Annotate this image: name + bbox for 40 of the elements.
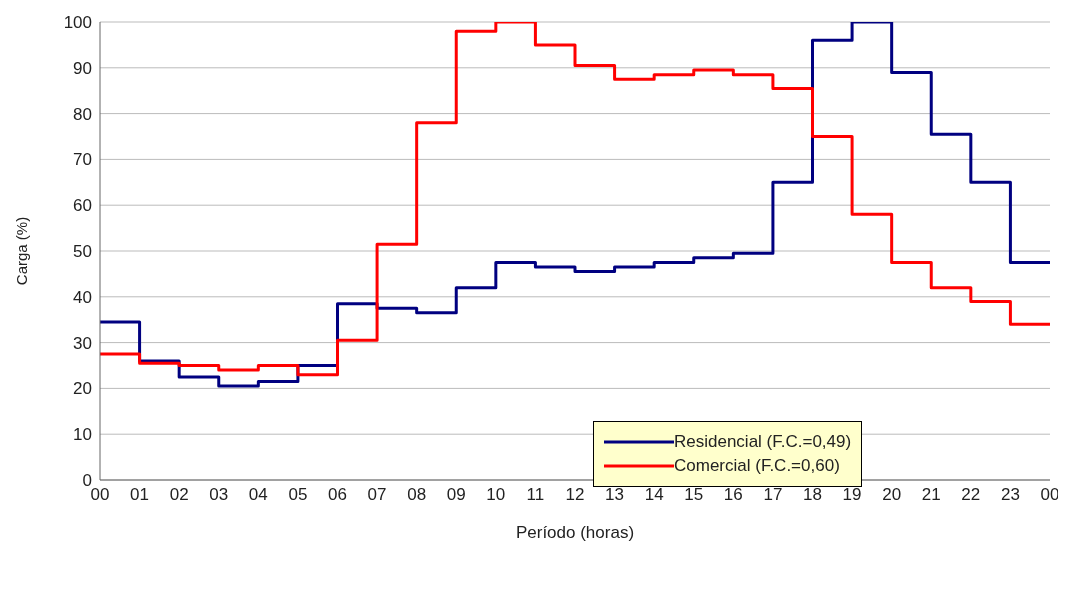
x-tick-label: 01 [130,485,150,505]
x-tick-label: 12 [565,485,585,505]
x-tick-label: 00 [90,485,110,505]
x-tick-label: 05 [288,485,308,505]
x-tick-label: 19 [842,485,862,505]
x-tick-label: 02 [169,485,189,505]
legend-label: Comercial (F.C.=0,60) [674,456,840,476]
x-axis-title: Período (horas) [515,523,635,542]
y-tick-label: 30 [73,333,92,353]
y-tick-label: 50 [73,242,92,262]
x-tick-label: 10 [486,485,506,505]
x-tick-label: 18 [803,485,822,505]
y-tick-label: 80 [73,104,92,124]
y-tick-label: 100 [63,13,92,33]
x-tick-label: 13 [605,485,625,505]
x-tick-label: 06 [328,485,347,505]
x-tick-label: 20 [882,485,902,505]
x-tick-label: 07 [367,485,387,505]
legend-label: Residencial (F.C.=0,49) [674,432,852,452]
y-tick-label: 70 [73,150,92,170]
y-tick-label: 90 [73,58,92,78]
x-tick-label: 08 [407,485,427,505]
x-tick-label: 03 [209,485,229,505]
y-tick-label: 20 [73,379,92,399]
x-tick-label: 04 [248,485,268,505]
x-tick-label: 16 [723,485,743,505]
y-tick-label: 0 [82,471,92,491]
x-tick-label: 15 [684,485,704,505]
x-tick-label: 09 [446,485,466,505]
x-tick-label: 22 [961,485,981,505]
x-tick-label: 21 [921,485,941,505]
x-tick-label: 17 [763,485,783,505]
y-tick-label: 40 [73,287,92,307]
y-tick-label: 10 [73,425,92,445]
y-tick-label: 60 [73,196,92,216]
x-tick-label: 11 [526,485,545,505]
y-axis-title: Carga (%) [13,216,31,286]
x-tick-label: 14 [644,485,664,505]
x-tick-label: 23 [1000,485,1020,505]
x-tick-label: 00 [1040,485,1060,505]
